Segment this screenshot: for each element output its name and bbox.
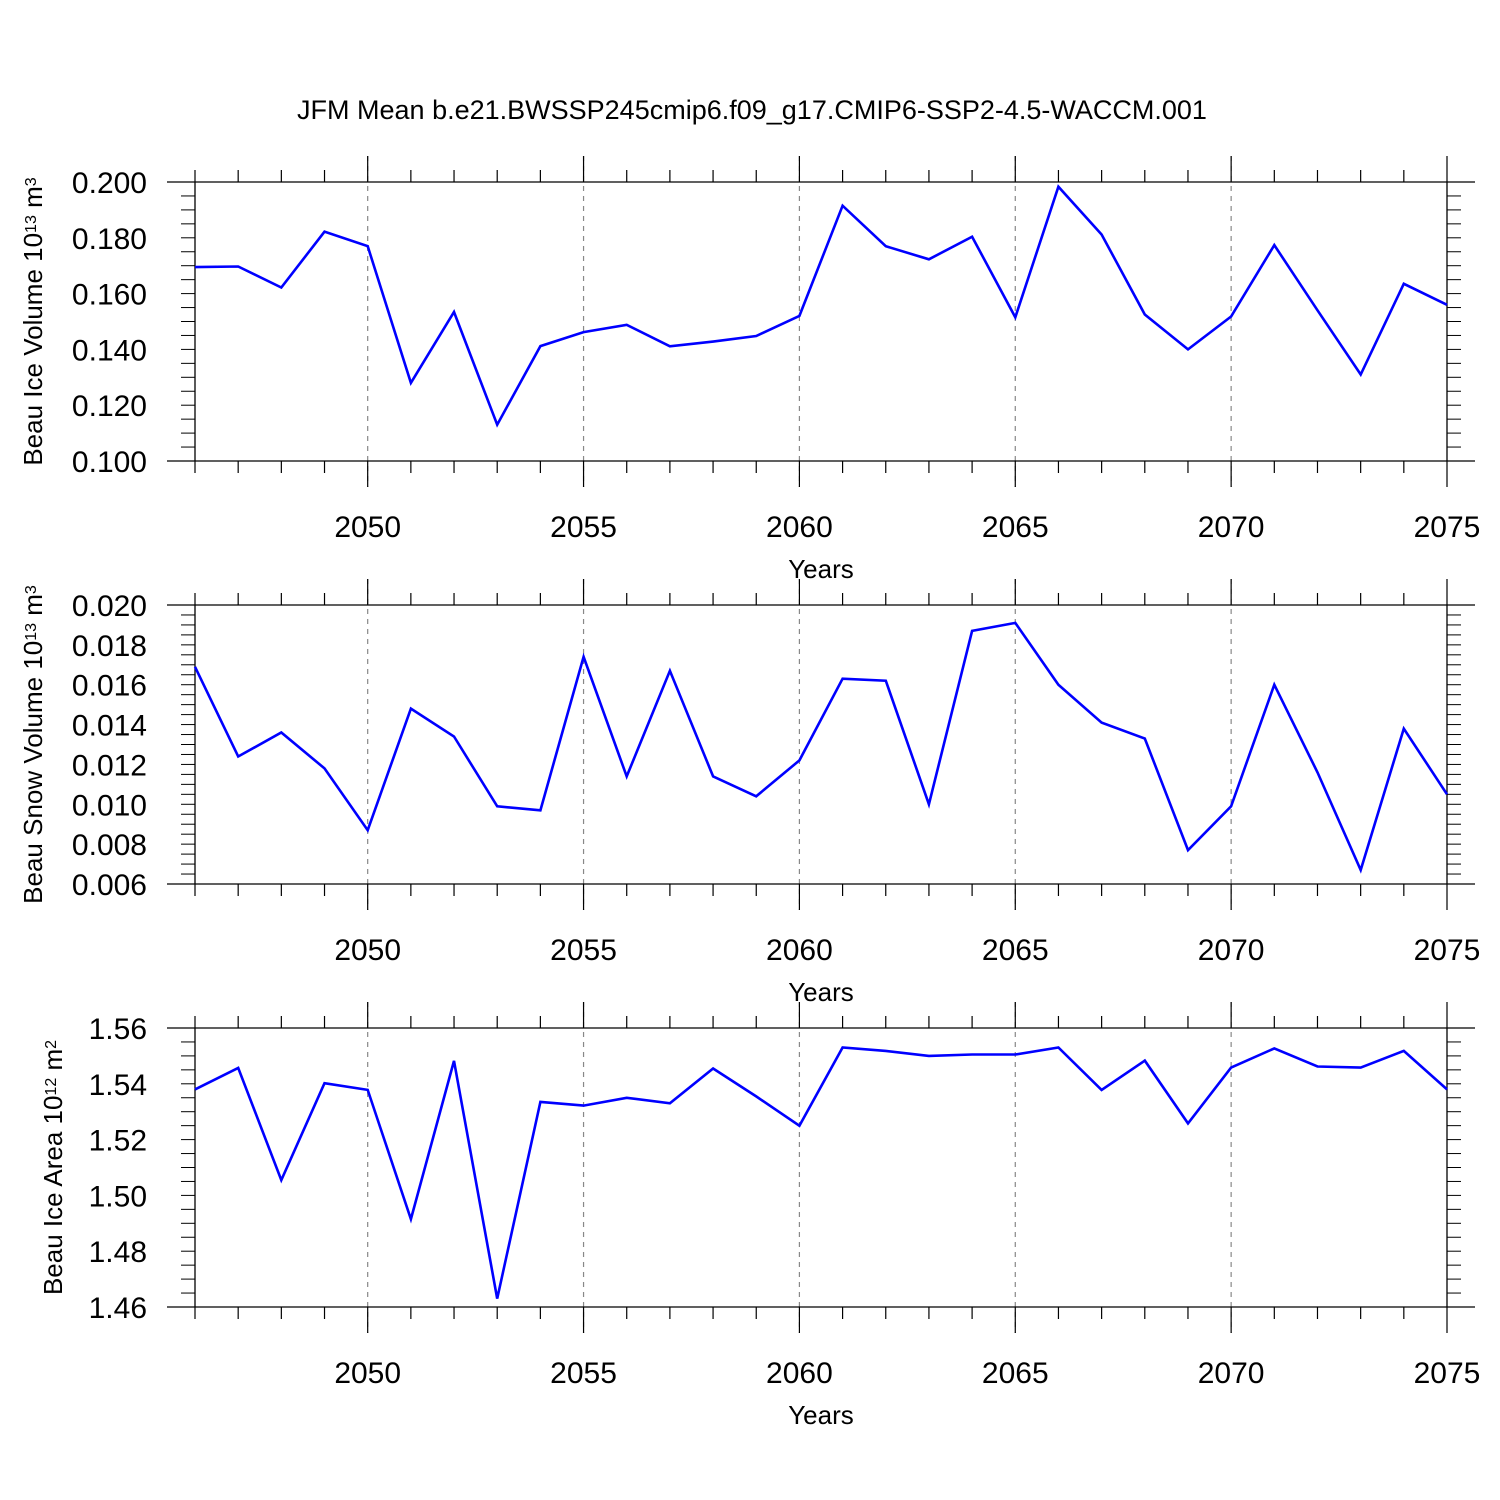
x-tick-label: 2055 — [550, 934, 617, 967]
x-tick-label: 2070 — [1198, 934, 1265, 967]
x-tick-label: 2050 — [334, 1357, 401, 1390]
y-tick-label: 0.006 — [72, 869, 147, 902]
x-axis-title: Years — [788, 554, 854, 584]
y-axis-title: Beau Ice Volume 1013 m3 — [18, 177, 48, 465]
y-axis-title-text: Beau Snow Volume 10 — [18, 641, 48, 904]
x-tick-label: 2055 — [550, 1357, 617, 1390]
y-axis-title-text: Beau Ice Volume 10 — [18, 233, 48, 466]
y-axis-title-superscript: 2 — [43, 1040, 60, 1049]
panel-3: 1.46 1.48 1.50 1.52 1.54 1.56 2050 2055 2060 2065… — [38, 1002, 1480, 1430]
y-tick-label: 1.56 — [89, 1013, 147, 1046]
y-axis-title: Beau Ice Area 1012 m2 — [38, 1040, 68, 1295]
x-tick-label: 2050 — [334, 934, 401, 967]
x-tick-label: 2060 — [766, 1357, 833, 1390]
y-axis-title-superscript: 13 — [23, 215, 40, 233]
y-tick-label: 0.180 — [72, 223, 147, 256]
x-tick-label: 2050 — [334, 511, 401, 544]
y-tick-label: 0.010 — [72, 789, 147, 822]
y-axis-title-text: m — [38, 1049, 68, 1078]
x-tick-label: 2065 — [982, 511, 1049, 544]
y-axis-title-superscript: 3 — [23, 177, 40, 186]
y-axis-title-text: m — [18, 186, 48, 215]
x-axis-title: Years — [788, 1400, 854, 1430]
y-tick-label: 0.018 — [72, 630, 147, 663]
y-tick-label: 0.016 — [72, 670, 147, 703]
x-tick-label: 2055 — [550, 511, 617, 544]
y-tick-label: 0.020 — [72, 590, 147, 623]
y-tick-label: 1.50 — [89, 1180, 147, 1213]
y-axis-title-text: Beau Ice Area 10 — [38, 1096, 68, 1295]
x-tick-label: 2065 — [982, 934, 1049, 967]
y-tick-label: 0.160 — [72, 279, 147, 312]
y-tick-label: 1.54 — [89, 1069, 147, 1102]
y-tick-label: 0.120 — [72, 390, 147, 423]
panel-2: 0.006 0.008 0.010 0.012 0.014 0.016 0.018 0.020… — [18, 579, 1480, 1007]
x-tick-label: 2065 — [982, 1357, 1049, 1390]
y-tick-label: 1.46 — [89, 1292, 147, 1325]
x-tick-label: 2075 — [1414, 934, 1481, 967]
y-tick-label: 0.100 — [72, 446, 147, 479]
y-axis-title-superscript: 13 — [23, 623, 40, 641]
x-tick-label: 2070 — [1198, 1357, 1265, 1390]
y-axis-title-superscript: 3 — [23, 585, 40, 594]
x-tick-label: 2070 — [1198, 511, 1265, 544]
panel-1: 0.100 0.120 0.140 0.160 0.180 0.200 2050 2055 20… — [18, 156, 1480, 584]
series-line — [193, 621, 1449, 874]
y-axis-title-text: m — [18, 594, 48, 623]
y-tick-label: 0.008 — [72, 829, 147, 862]
y-tick-label: 0.140 — [72, 334, 147, 367]
x-tick-label: 2060 — [766, 934, 833, 967]
x-axis-title: Years — [788, 977, 854, 1007]
y-tick-label: 1.52 — [89, 1125, 147, 1158]
series-line — [194, 184, 1448, 428]
x-tick-label: 2060 — [766, 511, 833, 544]
y-axis-title: Beau Snow Volume 1013 m3 — [18, 585, 48, 904]
y-axis-title-superscript: 12 — [43, 1078, 60, 1096]
x-tick-label: 2075 — [1414, 511, 1481, 544]
figure-title: JFM Mean b.e21.BWSSP245cmip6.f09_g17.CMI… — [297, 95, 1207, 125]
y-tick-label: 0.200 — [72, 167, 147, 200]
y-tick-label: 0.014 — [72, 710, 147, 743]
series-line — [194, 1046, 1448, 1299]
y-tick-label: 1.48 — [89, 1236, 147, 1269]
y-tick-label: 0.012 — [72, 749, 147, 782]
x-tick-label: 2075 — [1414, 1357, 1481, 1390]
